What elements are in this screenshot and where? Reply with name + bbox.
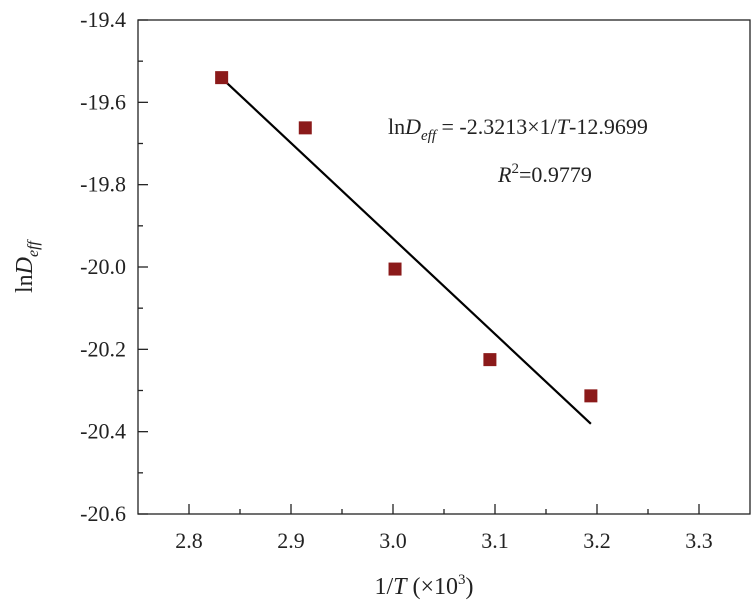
y-tick-label: -20.4 [80,419,126,444]
x-axis-title: 1/T (×103) [374,572,473,600]
y-tick-label: -20.0 [80,254,126,279]
data-point [215,71,229,85]
data-point [483,353,497,367]
y-tick-label: -20.6 [80,501,126,526]
y-tick-label: -19.8 [80,172,126,197]
x-tick-label: 3.2 [583,528,611,553]
data-point [388,262,402,276]
r2-annotation: R2=0.9779 [497,161,592,187]
x-tick-label: 3.1 [481,528,509,553]
axis-ticks: -19.4 -19.6 -19.8 -20.0 -20.2 -20.4 -20.6 2.8 2.… [80,7,713,553]
data-point [584,389,598,403]
data-points [215,71,598,403]
fit-line-group [220,77,592,425]
x-tick-label: 2.8 [175,528,203,553]
data-point [298,121,312,135]
equation-annotation: lnDeff = -2.3213×1/T-12.9699 [388,114,648,144]
y-axis-title: lnDeff [12,238,42,293]
y-tick-label: -19.4 [80,7,126,32]
x-tick-label: 2.9 [277,528,305,553]
fit-line [220,77,592,425]
y-tick-label: -19.6 [80,89,126,114]
y-tick-label: -20.2 [80,336,126,361]
x-tick-label: 3.3 [685,528,713,553]
plot-frame [137,19,751,515]
x-tick-label: 3.0 [379,528,407,553]
